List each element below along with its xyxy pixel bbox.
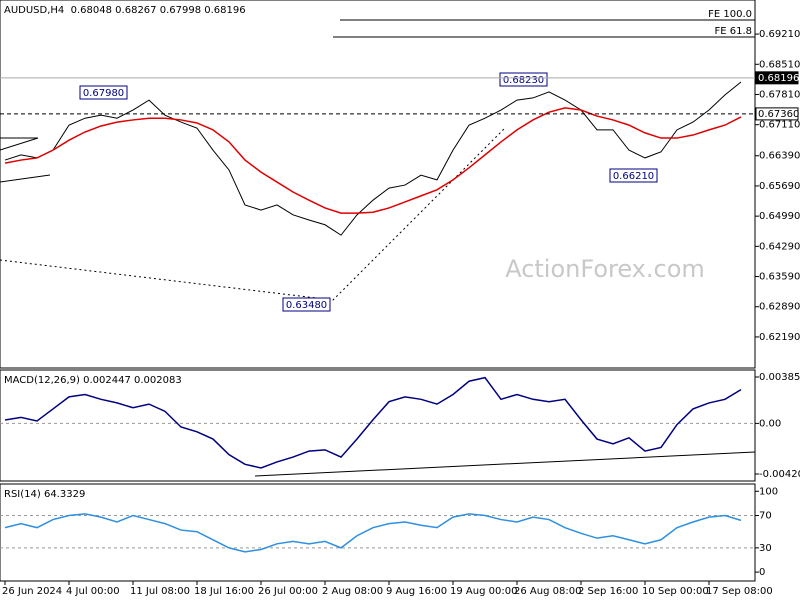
trend-line: [0, 137, 51, 183]
fe-label: FE 61.8: [714, 26, 752, 37]
panel-frame: [0, 483, 756, 582]
level-box: [755, 107, 799, 121]
panel-title: MACD(12,26,9) 0.002447 0.002083: [4, 375, 182, 386]
x-tick-label: 17 Sep 08:00: [706, 586, 773, 597]
y-tick-label: 0.003852: [759, 372, 800, 383]
panel-frame: [0, 369, 756, 482]
callout-box: [282, 297, 331, 312]
y-tick-label: 0.65690: [759, 181, 800, 192]
x-tick-label: 26 Jul 00:00: [258, 586, 318, 597]
y-tick-label: 0.00: [759, 418, 781, 429]
panel-title: AUDUSD,H4 0.68048 0.68267 0.67998 0.6819…: [4, 5, 246, 16]
x-tick-label: 19 Aug 00:00: [450, 586, 517, 597]
fe-label: FE 100.0: [708, 9, 752, 20]
level-label: 0.67360: [758, 109, 799, 120]
y-tick-label: 0.62890: [759, 302, 800, 313]
y-tick-label: 0.67110: [759, 120, 800, 131]
x-tick-label: 11 Jul 08:00: [130, 586, 190, 597]
callout: 0.68230: [503, 75, 544, 86]
y-tick-label: 70: [759, 511, 772, 522]
y-tick-label: 0.66390: [759, 151, 800, 162]
y-tick-label: 0.68510: [759, 59, 800, 70]
x-tick-label: 2 Aug 08:00: [322, 586, 383, 597]
y-tick-label: 0.62190: [759, 332, 800, 343]
trend-line: [254, 451, 756, 477]
callout: 0.67980: [83, 88, 124, 99]
x-tick-label: 26 Aug 08:00: [514, 586, 581, 597]
y-tick-label: -0.004204: [759, 469, 800, 480]
callout-box: [609, 168, 658, 183]
panel-title: RSI(14) 64.3329: [4, 489, 85, 500]
callout: 0.66210: [613, 171, 654, 182]
x-tick-label: 10 Sep 00:00: [642, 586, 709, 597]
y-tick-label: 100: [759, 486, 778, 497]
x-tick-label: 2 Sep 16:00: [578, 586, 638, 597]
level-box: [755, 71, 799, 85]
series-line: [4, 107, 742, 214]
y-tick-label: 0.64290: [759, 241, 800, 252]
y-tick-label: 0: [759, 567, 765, 578]
trend-line: [0, 127, 506, 301]
callout-box: [499, 72, 548, 87]
series-line: [4, 81, 742, 236]
series-line: [4, 376, 742, 469]
callout: 0.63480: [286, 300, 327, 311]
series-line: [4, 513, 742, 553]
callout-box: [79, 85, 128, 100]
y-tick-label: 0.63590: [759, 272, 800, 283]
x-tick-label: 4 Jul 00:00: [66, 586, 120, 597]
x-tick-label: 9 Aug 16:00: [386, 586, 447, 597]
y-tick-label: 0.69210: [759, 29, 800, 40]
level-label: 0.68196: [758, 73, 799, 84]
watermark: ActionForex.com: [505, 255, 705, 283]
panel-frame: [0, 0, 756, 369]
y-tick-label: 30: [759, 543, 772, 554]
y-tick-label: 0.67810: [759, 89, 800, 100]
x-tick-label: 26 Jun 2024: [2, 586, 62, 597]
y-tick-label: 0.64990: [759, 211, 800, 222]
x-tick-label: 18 Jul 16:00: [194, 586, 254, 597]
